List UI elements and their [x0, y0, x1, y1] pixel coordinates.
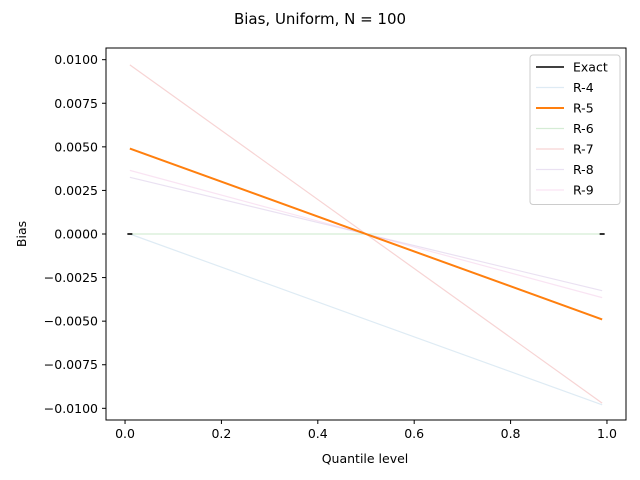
- y-tick-label: 0.0000: [54, 227, 98, 242]
- legend-label-r-8: R-8: [573, 162, 594, 177]
- plot-lines: [127, 64, 605, 406]
- x-tick-label: 0.4: [308, 426, 328, 441]
- x-tick-label: 0.8: [501, 426, 521, 441]
- legend-label-r-9: R-9: [573, 183, 594, 198]
- y-axis-label: Bias: [14, 221, 29, 247]
- series-line-r-4: [129, 233, 603, 406]
- y-axis: 0.0100 0.0075 0.0050 0.0025 0.0000 −0.0025 −0.…: [44, 52, 106, 416]
- y-tick-label: 0.0075: [54, 96, 98, 111]
- legend-label-r-4: R-4: [573, 80, 594, 95]
- x-tick-label: 0.0: [115, 426, 135, 441]
- y-tick-label: −0.0025: [44, 270, 98, 285]
- legend-label-r-7: R-7: [573, 142, 594, 157]
- y-tick-label: 0.0025: [54, 183, 98, 198]
- y-tick-label: −0.0100: [44, 401, 98, 416]
- legend-box: [529, 54, 621, 205]
- x-tick-label: 0.2: [211, 426, 231, 441]
- legend-label-r-6: R-6: [573, 121, 594, 136]
- legend-label-r-5: R-5: [573, 101, 594, 116]
- x-tick-label: 1.0: [597, 426, 617, 441]
- legend-label-exact: Exact: [573, 60, 608, 75]
- y-tick-label: −0.0050: [44, 314, 98, 329]
- x-axis-label: Quantile level: [322, 451, 409, 466]
- series-line-r-5: [129, 147, 603, 321]
- y-tick-label: 0.0100: [54, 52, 98, 67]
- x-tick-label: 0.6: [404, 426, 424, 441]
- x-axis: 0.0 0.2 0.4 0.6 0.8 1.0: [115, 420, 617, 441]
- y-tick-label: −0.0075: [44, 357, 98, 372]
- legend: Exact R-4 R-5 R-6 R-7 R-8 R-9: [529, 54, 621, 205]
- chart-title: Bias, Uniform, N = 100: [234, 10, 406, 28]
- y-tick-label: 0.0050: [54, 139, 98, 154]
